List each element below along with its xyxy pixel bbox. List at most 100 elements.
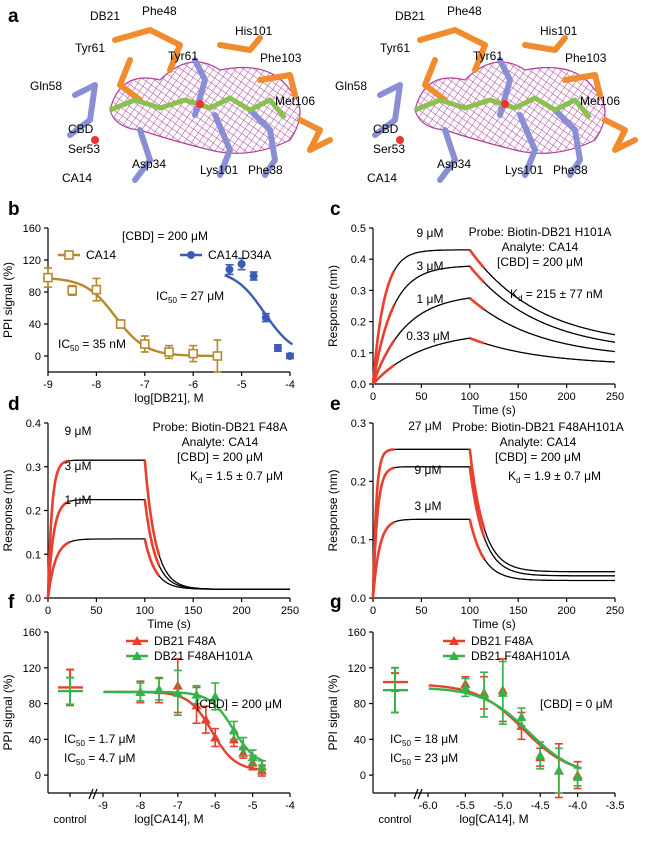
y-tick-label: 0.2 (351, 476, 366, 488)
concentration-label-2: 3 μM (415, 499, 442, 513)
annotation-2: [CBD] = 200 μM (497, 255, 583, 269)
lys101-stick (517, 112, 538, 178)
sensorgram-1 (372, 466, 615, 599)
y-tick-label: 40 (354, 734, 366, 746)
y-tick-label: 0.1 (351, 535, 366, 547)
concentration-label-0: 9 μM (65, 424, 92, 438)
x-axis-label: Time (s) (472, 403, 516, 417)
data-point-0-6 (188, 348, 198, 359)
fit-association-1 (46, 500, 70, 599)
phe48-stick (112, 27, 183, 73)
axis-break (88, 788, 98, 800)
phe103-stick (257, 72, 298, 98)
data-point-1-3 (516, 711, 527, 721)
data-point-1-2 (497, 687, 508, 697)
ic50-label-0-value: = 35 nM (79, 337, 126, 351)
control-label: control (53, 814, 86, 826)
panel-label-c: c (330, 199, 341, 220)
annotation-0: Probe: Biotin-DB21 F48AH101A (452, 420, 623, 434)
fit-curve-1 (428, 687, 582, 770)
panel-b-chart: -9 -8 -7 -6 -5 -4 0 40 80 120 160 log[DB21], M PPI s… (1, 223, 295, 405)
phe48-stick (417, 27, 488, 73)
panel-label-b: b (8, 199, 20, 220)
structure-label-tyr61: Tyr61 (380, 41, 410, 55)
structure-label-his101: His101 (235, 24, 273, 38)
data-point-0-5 (210, 732, 221, 742)
cbd-molecule (109, 95, 287, 120)
annotation-1: Analyte: CA14 (500, 435, 577, 449)
structure-label-lys101: Lys101 (200, 163, 239, 177)
structure-label-phe48: Phe48 (447, 4, 482, 18)
data-point-0-4 (200, 714, 211, 724)
panel-a-structure: DB21 Phe48 His101 Tyr61 Tyr61 Phe103 Gln58 Met1… (30, 4, 638, 185)
x-tick-label: 0 (45, 605, 51, 617)
fit-association-2 (46, 541, 70, 599)
ic50-label-0-sub: 50 (70, 344, 79, 353)
data-point-1-0 (225, 265, 234, 274)
ic50-label-1-sub: 50 (76, 758, 85, 767)
data-point-1-8 (256, 761, 267, 771)
annotation-1: Analyte: CA14 (502, 240, 579, 254)
x-tick-label: -6.0 (419, 800, 438, 812)
data-point-1-5 (286, 352, 294, 360)
x-tick-label: 200 (557, 605, 575, 617)
structure-label-phe48: Phe48 (142, 4, 177, 18)
concentration-label-1: 9 μM (415, 463, 442, 477)
kd-base: K (508, 469, 516, 483)
asp34-stick (437, 127, 458, 183)
ic50-label-1: IC50 = 27 μM (156, 289, 224, 305)
kd-base: K (510, 287, 518, 301)
x-tick-label: -6 (188, 379, 198, 391)
panel-labels: a b c d e f g (8, 6, 342, 613)
panel-c-chart: 0 50 100 150 200 250 0.0 0.1 0.2 0.3 0.4 0.5 Time (s… (326, 223, 624, 417)
gln58-stick (67, 82, 98, 138)
x-tick-label: -4.5 (531, 800, 550, 812)
data-point-0-4 (140, 339, 150, 349)
concentration-label-1: 3 μM (65, 459, 92, 473)
data-point-1-3 (261, 313, 270, 322)
panel-label-a: a (8, 6, 19, 27)
data-point-1-1 (154, 684, 165, 694)
fit-dissociation-3 (469, 336, 485, 345)
y-tick-label: 120 (348, 663, 366, 675)
structure-label-gln58: Gln58 (335, 79, 367, 93)
x-tick-label: -3.5 (606, 800, 625, 812)
x-tick-label: 200 (557, 391, 575, 403)
ic50-label-0: IC50 = 18 μM (390, 732, 458, 748)
y-tick-label: 0.3 (351, 418, 366, 430)
phe38-stick (247, 107, 278, 178)
x-tick-label: -5 (248, 800, 258, 812)
fit-curve-1 (224, 274, 294, 346)
legend-marker-0 (132, 636, 142, 645)
legend-marker-1 (449, 651, 459, 660)
concentration-label-1: 3 μM (417, 259, 444, 273)
structure-label-db21: DB21 (90, 9, 120, 23)
structure-label-ca14: CA14 (62, 171, 92, 185)
kd-label: Kd = 1.9 ± 0.7 μM (508, 469, 601, 485)
panel-label-f: f (8, 592, 15, 613)
fit-dissociation-2 (468, 297, 486, 311)
structure-label-met106: Met106 (580, 94, 620, 108)
data-point-1-2 (172, 687, 183, 697)
ic50-label-1-base: IC (390, 751, 402, 765)
data-point-1-7 (247, 752, 258, 762)
data-point-1-0 (135, 686, 146, 696)
ic50-label-0-value: = 1.7 μM (85, 732, 136, 746)
oxygen-atom (196, 100, 204, 108)
sensorgram-0 (372, 448, 615, 599)
fit-dissociation-2 (468, 518, 486, 560)
fit-dissociation-2 (143, 538, 161, 577)
panel-f-chart: -9 -8 -7 -6 -5 -4 0 40 80 120 160 log[CA14], M PPI s… (1, 627, 295, 826)
y-tick-label: 40 (29, 319, 41, 331)
x-tick-label: -5.0 (493, 800, 512, 812)
phe103-stick (562, 72, 603, 98)
kd-sub: d (516, 476, 520, 485)
x-axis-label: log[CA14], M (459, 812, 528, 826)
y-tick-label: 0 (360, 770, 366, 782)
x-tick-label: 100 (136, 605, 154, 617)
met106-stick (297, 117, 333, 153)
x-tick-label: 250 (606, 391, 624, 403)
ic50-label-1-sub: 50 (402, 758, 411, 767)
panel-d-chart: 0 50 100 150 200 250 0.0 0.1 0.2 0.3 0.4 Time (s) Re… (1, 418, 299, 631)
y-tick-label: 0.0 (26, 593, 41, 605)
